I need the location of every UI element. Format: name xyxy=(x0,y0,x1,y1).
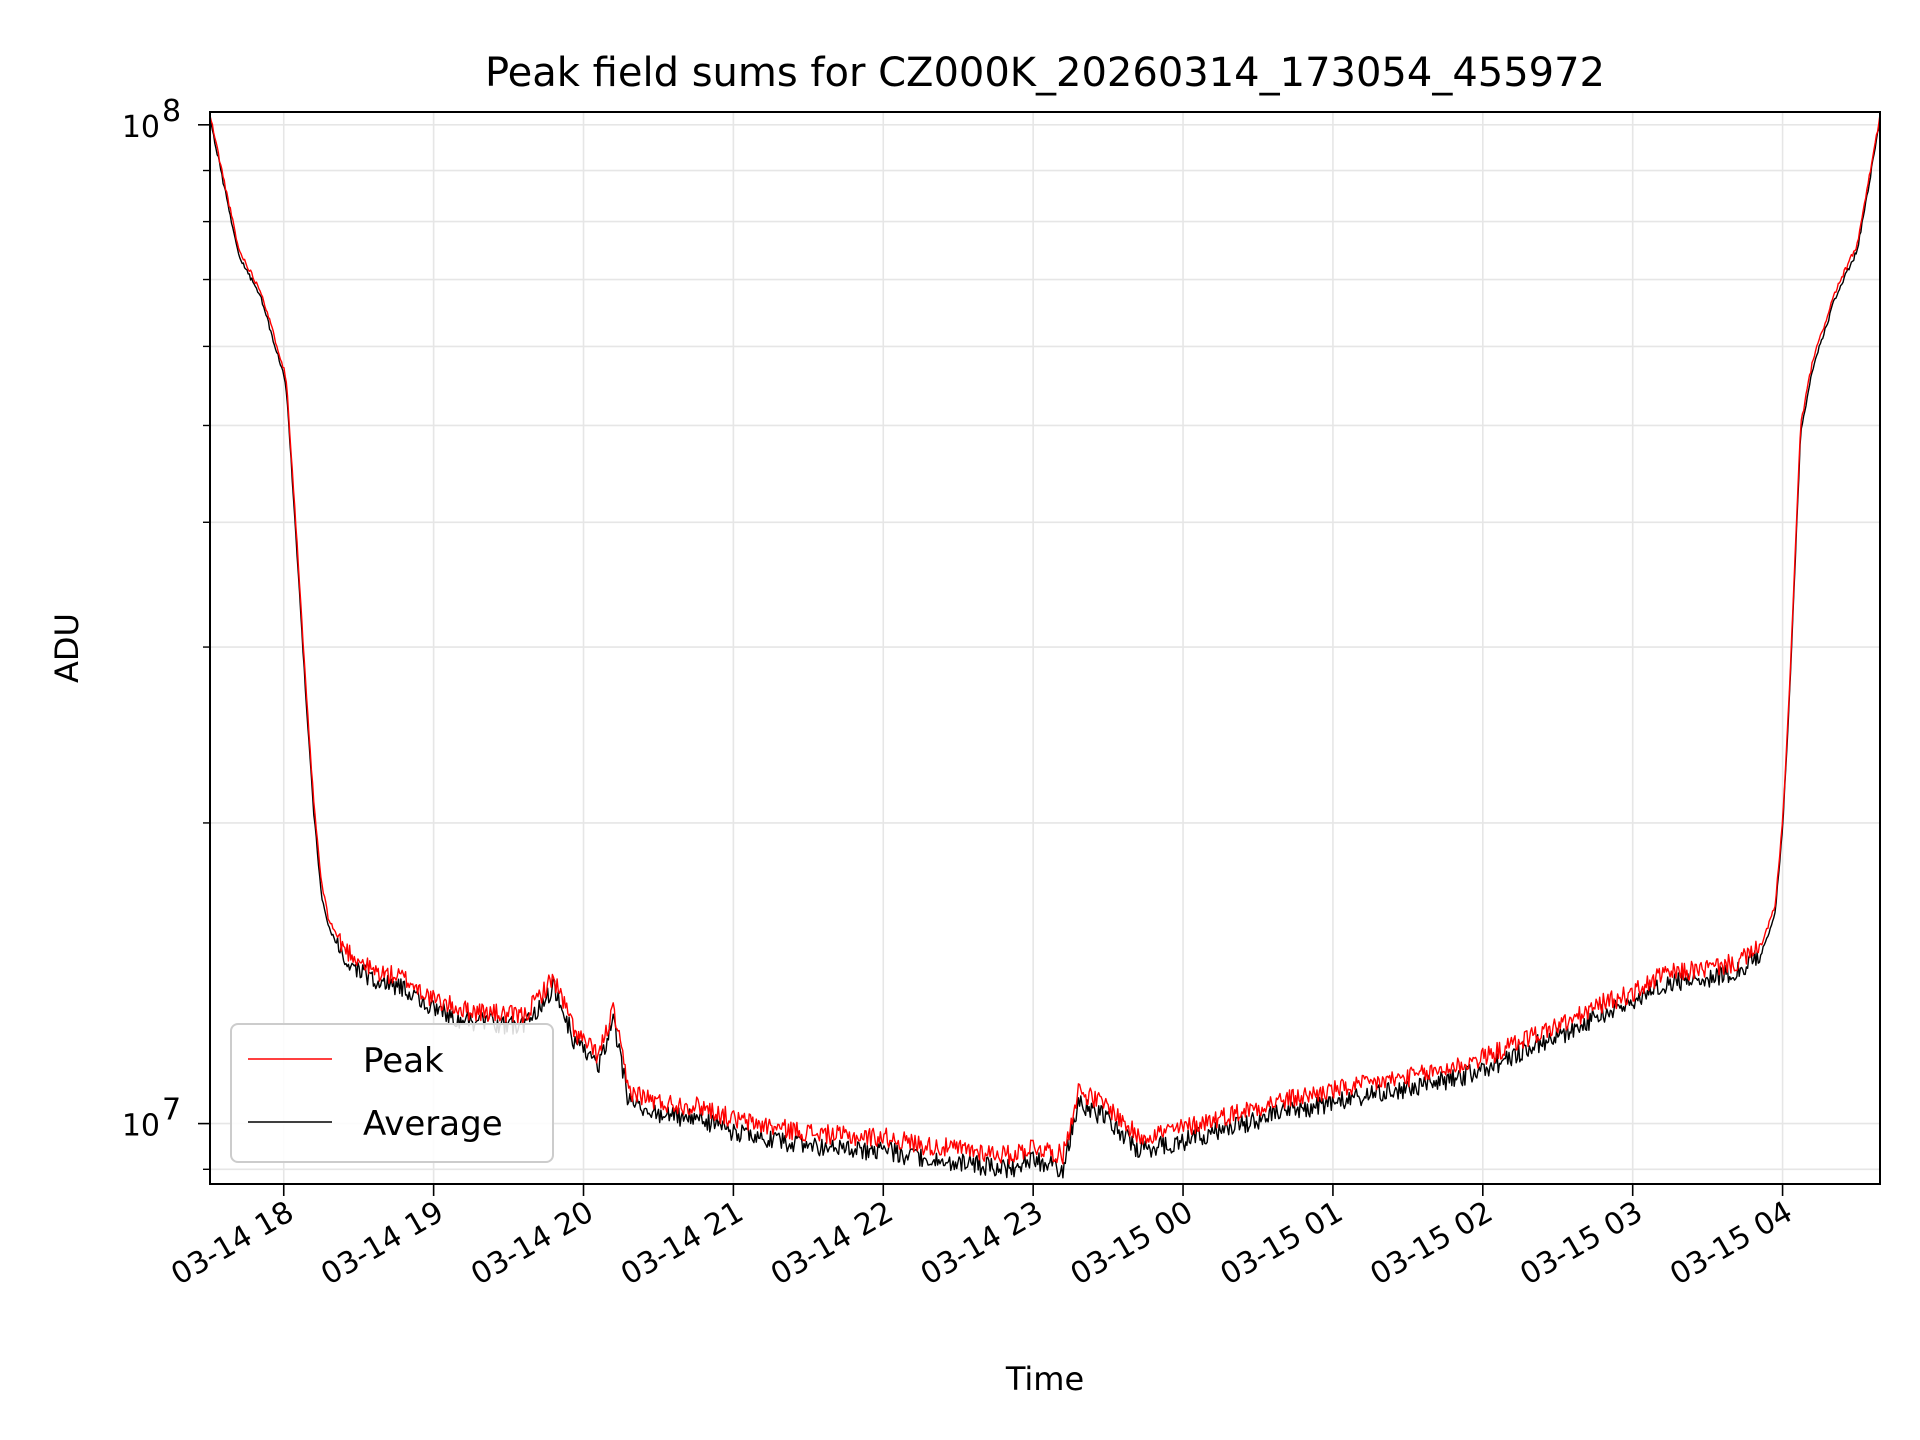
x-axis-title: Time xyxy=(1005,1360,1084,1398)
y-tick-exponent: 8 xyxy=(162,94,181,129)
y-tick-label: 10 xyxy=(122,1109,160,1144)
series-layer xyxy=(209,114,1881,1179)
series-line-peak xyxy=(209,114,1881,1165)
legend-label-peak: Peak xyxy=(363,1041,444,1081)
legend: Peak Average xyxy=(230,1023,554,1163)
plot-frame xyxy=(209,111,1881,1185)
chart-title: Peak field sums for CZ000K_20260314_1730… xyxy=(485,50,1605,96)
y-tick-label: 10 xyxy=(122,110,160,145)
y-axis-title: ADU xyxy=(48,613,86,683)
legend-label-average: Average xyxy=(363,1104,503,1144)
grid xyxy=(210,112,1880,1184)
y-tick-exponent: 7 xyxy=(162,1093,181,1128)
